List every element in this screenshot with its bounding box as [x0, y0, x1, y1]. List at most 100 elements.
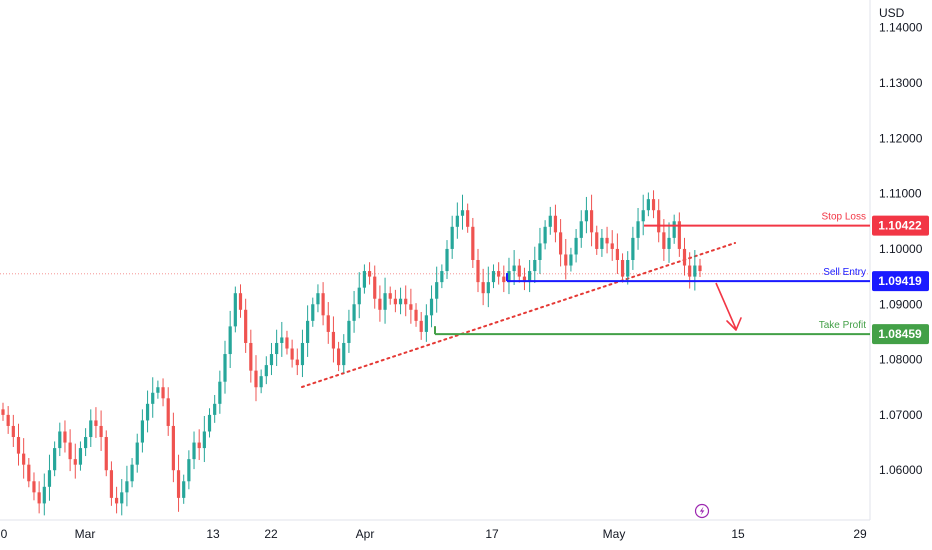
candle: [677, 212, 681, 257]
candle: [254, 355, 258, 402]
price-tick-label: 1.06000: [879, 463, 923, 477]
candle: [16, 423, 21, 466]
price-axis: 1.14000 1.13000 1.12000 1.11000 1.10000 1.090…: [879, 21, 923, 478]
candle: [269, 342, 274, 376]
currency-label: USD: [879, 6, 905, 20]
candle: [409, 288, 413, 324]
candle: [202, 416, 206, 463]
candle: [1, 402, 5, 421]
level-label: Sell Entry: [823, 267, 866, 278]
candle: [109, 461, 114, 506]
candle: [285, 330, 289, 355]
candle: [414, 303, 418, 327]
candle: [657, 199, 661, 243]
price-tick-label: 1.13000: [879, 76, 923, 90]
candle: [615, 233, 619, 274]
candle: [352, 290, 356, 333]
candle: [440, 264, 444, 289]
candle: [218, 370, 222, 414]
candle: [419, 312, 423, 340]
candle: [600, 229, 604, 257]
candle: [497, 262, 501, 285]
candle: [99, 410, 103, 451]
price-tick-label: 1.08000: [879, 353, 923, 367]
candle: [553, 204, 558, 243]
candle: [228, 310, 232, 368]
candle: [94, 407, 98, 438]
level-stop-loss[interactable]: Stop Loss 1.10422: [644, 212, 929, 236]
candle: [213, 394, 217, 423]
candle: [114, 486, 119, 514]
price-tick-label: 1.12000: [879, 131, 923, 145]
level-price-text: 1.08459: [878, 327, 922, 341]
candle: [84, 428, 88, 457]
level-label: Take Profit: [819, 320, 866, 331]
trend-line: [301, 242, 736, 388]
time-tick-label: 15: [731, 527, 745, 541]
candle: [342, 334, 346, 374]
time-tick-label: Apr: [356, 527, 375, 541]
candle: [517, 258, 521, 283]
candle: [357, 272, 361, 319]
time-axis: 0 Mar 13 22 Apr 17 May 15 29: [1, 527, 867, 541]
time-tick-label: May: [603, 527, 626, 541]
candle: [156, 380, 160, 399]
candle: [151, 377, 155, 418]
candle: [512, 250, 516, 286]
candle: [171, 412, 175, 483]
candle: [27, 458, 31, 488]
level-price-text: 1.09419: [878, 274, 922, 288]
candle: [68, 429, 72, 472]
candle: [120, 479, 124, 516]
candle: [667, 222, 671, 263]
candle: [259, 369, 263, 394]
price-tick-label: 1.10000: [879, 242, 923, 256]
candle: [192, 431, 196, 470]
candle: [176, 454, 181, 512]
level-sell-entry[interactable]: Sell Entry 1.09419: [506, 267, 929, 292]
candle: [507, 257, 511, 295]
candle: [610, 230, 614, 261]
candle: [42, 473, 46, 516]
time-tick-label: 29: [853, 527, 867, 541]
candle: [584, 196, 589, 234]
candle: [187, 450, 191, 490]
candle: [11, 414, 15, 447]
candle: [435, 266, 439, 313]
candle: [460, 194, 465, 230]
down-arrow: [715, 282, 742, 331]
candle: [238, 284, 243, 318]
candle: [471, 217, 475, 268]
candle: [641, 194, 645, 236]
candle: [264, 356, 268, 385]
level-price-tag: [872, 215, 929, 236]
candle: [651, 190, 656, 219]
candle: [73, 443, 77, 479]
candle: [538, 227, 542, 274]
candle: [620, 253, 625, 283]
level-label: Stop Loss: [822, 212, 866, 223]
time-tick-label: 22: [264, 527, 278, 541]
candle: [388, 286, 392, 305]
lightning-icon[interactable]: [694, 503, 710, 519]
candle: [223, 340, 227, 394]
candle: [166, 387, 170, 436]
candle: [37, 481, 41, 514]
level-price-tag: [872, 271, 929, 292]
price-tick-label: 1.07000: [879, 408, 923, 422]
candle: [646, 192, 650, 217]
candle: [445, 240, 449, 280]
candle: [672, 214, 676, 244]
candle: [326, 302, 330, 344]
candle: [295, 348, 299, 376]
candle: [53, 441, 57, 477]
level-take-profit[interactable]: Take Profit 1.08459: [434, 320, 929, 345]
candle: [626, 251, 630, 285]
candle: [78, 441, 83, 471]
candle: [528, 260, 532, 293]
price-tick-label: 1.09000: [879, 297, 923, 311]
candle: [316, 284, 320, 313]
candle: [58, 422, 62, 457]
